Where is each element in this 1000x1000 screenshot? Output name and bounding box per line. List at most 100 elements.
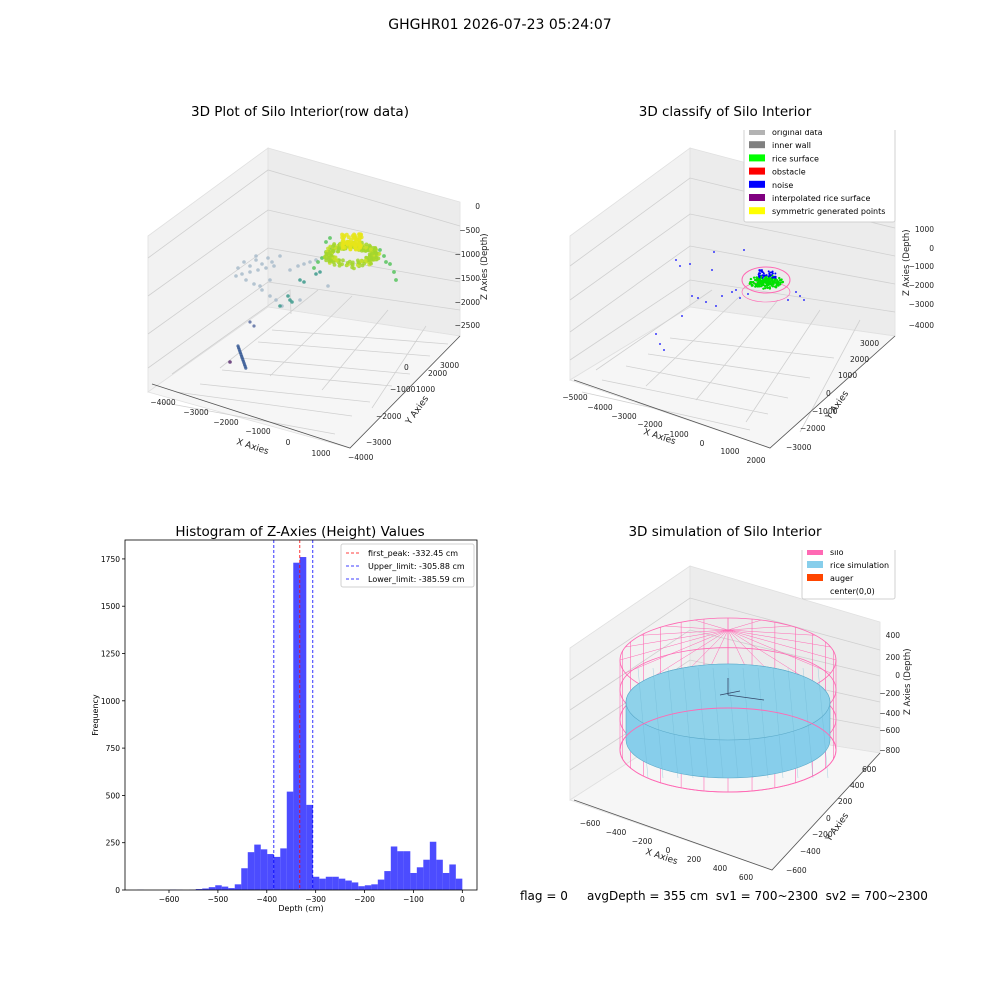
raw-data-point [248, 320, 252, 324]
raw-data-point [341, 258, 345, 263]
rice-mesh-line [652, 667, 664, 779]
raw-data-point [382, 254, 386, 258]
rice-mesh-line [742, 667, 754, 779]
legend-label: rice surface [772, 154, 819, 163]
raw-xtick: 1000 [311, 449, 330, 458]
histogram-vlines [273, 540, 314, 890]
raw-data-point [354, 237, 359, 242]
raw-data-point [374, 250, 379, 255]
raw-data-point [362, 261, 366, 266]
histogram-bar [390, 846, 398, 890]
histogram-bar [241, 868, 248, 890]
raw-data-point [274, 298, 278, 302]
classify-ztick: −4000 [909, 321, 935, 330]
raw-data-point [328, 258, 333, 263]
classify-ytick: 1000 [838, 371, 857, 380]
raw-data-point [322, 255, 327, 260]
classify-point [752, 276, 756, 279]
classify-point [776, 282, 780, 285]
classify-point [795, 291, 797, 293]
histogram-legend: first_peak: -332.45 cm Upper_limit: -305.… [340, 543, 475, 588]
classify-point [787, 299, 789, 301]
classify-point [739, 297, 741, 299]
classify-point [771, 272, 774, 275]
histogram-legend-label: Lower_limit: -385.59 cm [368, 575, 465, 584]
raw-zticks: −2500 −2000 −1500 −1000 −500 0 [455, 202, 481, 330]
raw-data-point [344, 232, 349, 237]
raw-data-point [314, 272, 318, 276]
legend-label: center(0,0) [830, 587, 875, 596]
raw-data-point [258, 284, 262, 288]
silo-wire [625, 629, 729, 674]
raw-data-point [342, 240, 347, 245]
classify-point [770, 279, 774, 282]
simulation-ztick: −400 [879, 709, 900, 718]
raw-data-point [337, 246, 342, 251]
raw-ylabel: Y Axies [404, 394, 432, 427]
raw-data-point [254, 254, 258, 258]
raw-data-point [331, 260, 336, 265]
simulation-xticks: −600 −400 −200 0 200 400 600 [580, 819, 754, 882]
classify-point [757, 278, 761, 281]
histogram-bar [332, 876, 339, 890]
raw-plot-title: 3D Plot of Silo Interior(row data) [191, 104, 409, 120]
histogram-xticks: −600 −500 −400 −300 −200 −100 0 [159, 890, 465, 904]
raw-data-point [327, 251, 332, 256]
raw-data-point [288, 268, 292, 272]
raw-xtick: −4000 [150, 398, 176, 407]
classify-ytick: 2000 [850, 355, 869, 364]
legend-swatch [749, 194, 765, 201]
raw-zlabel: Z Axies (Depth) [480, 233, 490, 300]
raw-xlabel: X Axies [235, 437, 270, 457]
raw-data-point [256, 268, 260, 272]
raw-data-point [352, 243, 357, 248]
histogram-bar [312, 876, 320, 890]
silo-wire [694, 619, 729, 631]
legend-label: silo [830, 550, 844, 557]
raw-data-point [248, 264, 252, 268]
simulation-plot-title: 3D simulation of Silo Interior [628, 524, 822, 540]
raw-data-point [350, 260, 355, 265]
simulation-ytick: 600 [862, 765, 877, 774]
raw-data-point [264, 266, 268, 270]
classify-point [764, 276, 768, 279]
classify-point [774, 281, 778, 284]
legend-label: interpolated rice surface [772, 194, 870, 203]
simulation-zticks: −800 −600 −400 −200 0 200 400 [879, 631, 900, 755]
raw-data-point [244, 366, 248, 370]
figure-title: GHGHR01 2026-07-23 05:24:07 [388, 17, 612, 33]
raw-data-point [364, 242, 369, 247]
classify-point [763, 274, 766, 277]
legend-label: original data [772, 130, 823, 137]
raw-data-point [378, 248, 382, 252]
raw-data-point [278, 304, 282, 308]
raw-ztick: −1500 [455, 274, 481, 283]
classify-legend: original data inner wall rice surface obsta… [743, 130, 896, 223]
raw-data-point [266, 256, 270, 260]
classify-ytick: 0 [826, 389, 831, 398]
classify-point [766, 286, 769, 289]
simulation-xtick: 200 [687, 855, 702, 864]
classify-point [767, 270, 770, 273]
classify-point [803, 299, 805, 301]
histogram-bar [260, 849, 268, 890]
raw-data-point [337, 263, 342, 268]
histogram-bar [429, 841, 437, 890]
silo-wire [727, 629, 831, 648]
raw-xtick: −3000 [183, 408, 209, 417]
classify-point [713, 251, 715, 253]
simulation-xtick: −400 [606, 828, 627, 837]
rice-mesh-line [667, 667, 679, 779]
histogram-bar [397, 851, 404, 890]
raw-ytick: 0 [404, 363, 409, 372]
raw-data-point [252, 282, 256, 286]
classify-yticks: −3000 −2000 −1000 0 1000 2000 3000 [786, 339, 879, 452]
simulation-xlabel: X Axies [644, 847, 679, 867]
classify-points [655, 249, 805, 351]
raw-ztick: −500 [459, 226, 480, 235]
raw-data-point [316, 260, 320, 264]
silo-wire [727, 625, 792, 631]
classify-zticks: −4000 −3000 −2000 −1000 0 1000 [909, 225, 935, 330]
classify-point [715, 305, 717, 307]
raw-data-point [384, 260, 388, 264]
